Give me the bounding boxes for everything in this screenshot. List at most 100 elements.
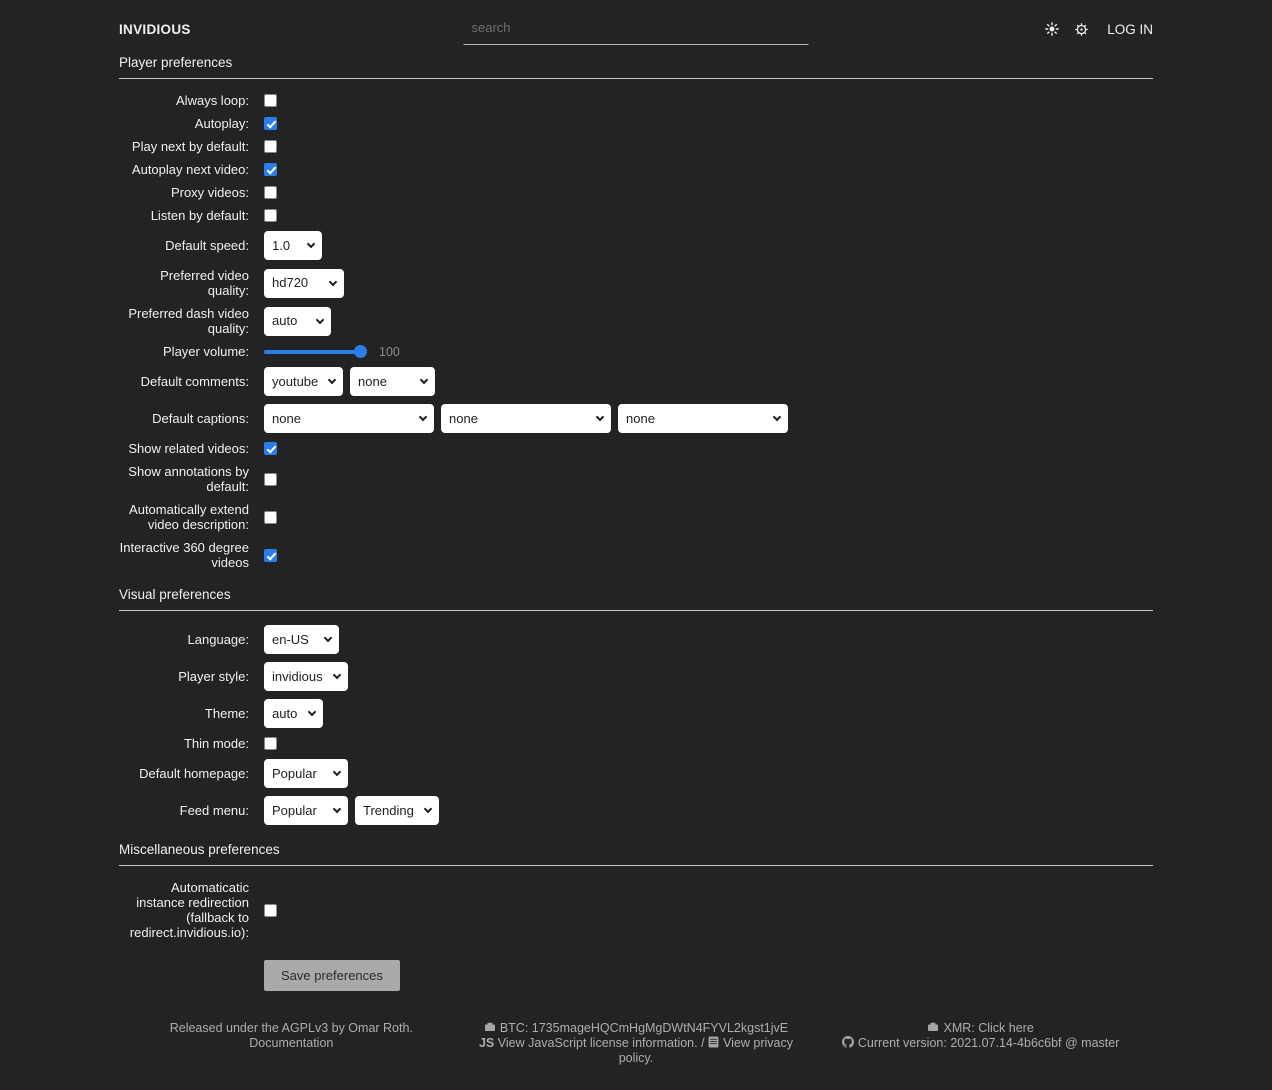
section-title-misc: Miscellaneous preferences (119, 837, 1153, 866)
comments-primary-select[interactable]: youtube (264, 367, 343, 396)
wallet-icon (928, 1022, 939, 1031)
pref-label: Always loop: (176, 93, 249, 108)
footer-license-column: Released under the AGPLv3 by Omar Roth. … (119, 1021, 464, 1066)
player-style-select[interactable]: invidious (264, 662, 348, 691)
proxy-videos-checkbox[interactable] (264, 186, 277, 199)
pref-label: Thin mode: (183, 736, 249, 751)
pref-label: Show related videos: (128, 441, 249, 456)
row-annotations: Show annotations by default: (119, 464, 1153, 494)
row-video-quality: Preferred video quality: hd720 (119, 268, 1153, 298)
row-always-loop: Always loop: (119, 93, 1153, 108)
brand-link[interactable]: INVIDIOUS (119, 21, 191, 37)
row-extend-description: Automatically extend video description: (119, 502, 1153, 532)
row-autoplay: Autoplay: (119, 116, 1153, 131)
row-theme: Theme: auto (119, 699, 1153, 728)
slider-track (264, 350, 364, 354)
feed-menu-first-select[interactable]: Popular (264, 796, 348, 825)
pref-label: Listen by default: (150, 208, 249, 223)
row-default-homepage: Default homepage: Popular (119, 759, 1153, 788)
xmr-link[interactable]: Click here (978, 1021, 1034, 1035)
pref-label: Player style: (178, 669, 249, 684)
pref-label: Autoplay next video: (131, 162, 249, 177)
row-default-speed: Default speed: 1.0 (119, 231, 1153, 260)
captions-second-select[interactable]: none (441, 404, 611, 433)
vr360-checkbox[interactable] (264, 548, 277, 562)
pref-label: Automaticatic instance redirection (fall… (129, 880, 249, 940)
row-thin-mode: Thin mode: (119, 736, 1153, 751)
autoplay-checkbox[interactable] (264, 117, 277, 130)
pref-label: Default comments: (140, 374, 249, 389)
navbar-right: LOG IN (1045, 22, 1153, 37)
github-icon (841, 1036, 854, 1048)
version-value: 2021.07.14-4b6c6bf @ master (950, 1036, 1120, 1050)
player-volume-slider[interactable] (264, 345, 367, 358)
comments-fallback-select[interactable]: none (350, 367, 435, 396)
row-player-style: Player style: invidious (119, 662, 1153, 691)
footer-version-column: XMR: Click here Current version: 2021.07… (808, 1021, 1153, 1066)
video-quality-select[interactable]: hd720 (264, 268, 344, 298)
row-autoplay-next: Autoplay next video: (119, 162, 1153, 177)
pref-label: Autoplay: (194, 116, 249, 131)
btc-address-text: BTC: 1735mageHQCmHgMgDWtN4FYVL2kgst1jvE (499, 1021, 789, 1035)
footer-donate-column: BTC: 1735mageHQCmHgMgDWtN4FYVL2kgst1jvE … (464, 1021, 809, 1066)
listen-default-checkbox[interactable] (264, 209, 277, 222)
search-bar (463, 13, 809, 45)
pref-label: Automatically extend video description: (129, 502, 249, 532)
row-default-comments: Default comments: youtube none (119, 367, 1153, 396)
player-preferences-section: Player preferences Always loop: Autoplay… (119, 50, 1153, 570)
documentation-link[interactable]: Documentation (249, 1036, 334, 1050)
pref-label: Player volume: (163, 344, 249, 359)
search-input[interactable] (463, 13, 809, 45)
sun-icon[interactable] (1045, 22, 1060, 36)
pref-label: Default speed: (165, 238, 249, 253)
pref-label: Default homepage: (139, 766, 249, 781)
slider-thumb[interactable] (354, 345, 367, 358)
pref-label: Show annotations by default: (128, 464, 249, 494)
dash-quality-select[interactable]: auto (264, 306, 331, 336)
login-link[interactable]: LOG IN (1107, 21, 1153, 37)
visual-preferences-section: Visual preferences Language: en-US Playe… (119, 582, 1153, 825)
row-play-next: Play next by default: (119, 139, 1153, 154)
autoplay-next-checkbox[interactable] (264, 163, 277, 176)
default-homepage-select[interactable]: Popular (264, 759, 348, 788)
auto-redirect-checkbox[interactable] (264, 903, 277, 917)
player-volume-value: 100 (379, 344, 400, 359)
pref-label: Theme: (204, 706, 249, 721)
section-title-player: Player preferences (119, 50, 1153, 79)
thin-mode-checkbox[interactable] (264, 737, 277, 750)
row-feed-menu: Feed menu: Popular Trending (119, 796, 1153, 825)
language-select[interactable]: en-US (264, 625, 339, 654)
related-videos-checkbox[interactable] (264, 442, 277, 455)
row-save: Save preferences (119, 948, 1153, 991)
always-loop-checkbox[interactable] (264, 94, 277, 107)
extend-description-checkbox[interactable] (264, 510, 277, 524)
pref-label: Preferred video quality: (160, 268, 249, 298)
captions-first-select[interactable]: none (264, 404, 434, 433)
annotations-checkbox[interactable] (264, 472, 277, 486)
default-speed-select[interactable]: 1.0 (264, 231, 322, 260)
document-icon (708, 1036, 719, 1048)
row-player-volume: Player volume: 100 (119, 344, 1153, 359)
captions-third-select[interactable]: none (618, 404, 788, 433)
misc-preferences-section: Miscellaneous preferences Automaticatic … (119, 837, 1153, 991)
pref-label: Feed menu: (179, 803, 249, 818)
row-dash-quality: Preferred dash video quality: auto (119, 306, 1153, 336)
gear-icon[interactable] (1074, 22, 1089, 37)
save-preferences-button[interactable]: Save preferences (264, 960, 400, 991)
pref-label: Proxy videos: (170, 185, 249, 200)
theme-select[interactable]: auto (264, 699, 323, 728)
row-language: Language: en-US (119, 625, 1153, 654)
play-next-checkbox[interactable] (264, 140, 277, 153)
pref-label: Default captions: (152, 411, 249, 426)
javascript-icon: JS (478, 1036, 495, 1050)
version-label: Current version: (857, 1036, 947, 1050)
js-license-link[interactable]: View JavaScript license information. (497, 1036, 698, 1050)
pref-label: Interactive 360 degree videos (119, 540, 249, 570)
pref-label: Play next by default: (131, 139, 249, 154)
pref-label: Preferred dash video quality: (128, 306, 249, 336)
row-related-videos: Show related videos: (119, 441, 1153, 456)
feed-menu-second-select[interactable]: Trending (355, 796, 439, 825)
row-default-captions: Default captions: none none none (119, 404, 1153, 433)
row-proxy-videos: Proxy videos: (119, 185, 1153, 200)
row-listen-default: Listen by default: (119, 208, 1153, 223)
